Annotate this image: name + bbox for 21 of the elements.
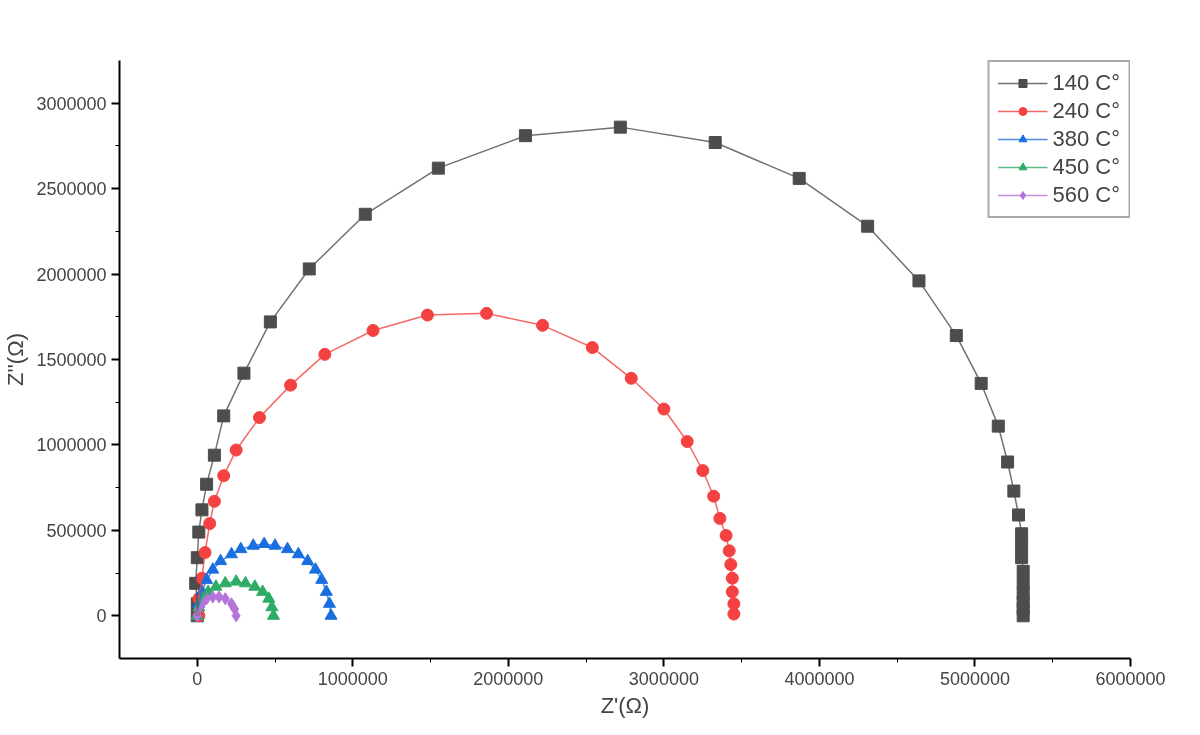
y-tick-label: 2000000: [36, 264, 107, 285]
y-tick-label: 3000000: [36, 93, 107, 114]
legend-label: 450 C°: [1052, 154, 1120, 180]
y-tick-label: 1000000: [36, 435, 107, 456]
legend-label: 380 C°: [1052, 126, 1120, 152]
y-tick-label: 0: [96, 606, 107, 627]
legend-label: 240 C°: [1052, 98, 1120, 124]
legend-label: 140 C°: [1052, 70, 1120, 96]
x-tick-label: 4000000: [784, 668, 855, 689]
x-tick-label: 3000000: [628, 668, 699, 689]
y-tick-label: 1500000: [36, 350, 107, 370]
y-tick-label: 2500000: [36, 179, 107, 200]
x-tick-label: 2000000: [473, 668, 544, 689]
x-axis-title: Z'(Ω): [600, 692, 650, 718]
x-tick-label: 1000000: [317, 668, 388, 689]
y-tick-label: 500000: [46, 520, 107, 541]
x-tick-label: 5000000: [939, 668, 1010, 689]
x-tick-label: 0: [192, 668, 203, 689]
x-tick-label: 6000000: [1095, 668, 1166, 689]
y-axis-title: Z''(Ω): [3, 333, 29, 386]
legend-label: 560 C°: [1052, 182, 1120, 208]
